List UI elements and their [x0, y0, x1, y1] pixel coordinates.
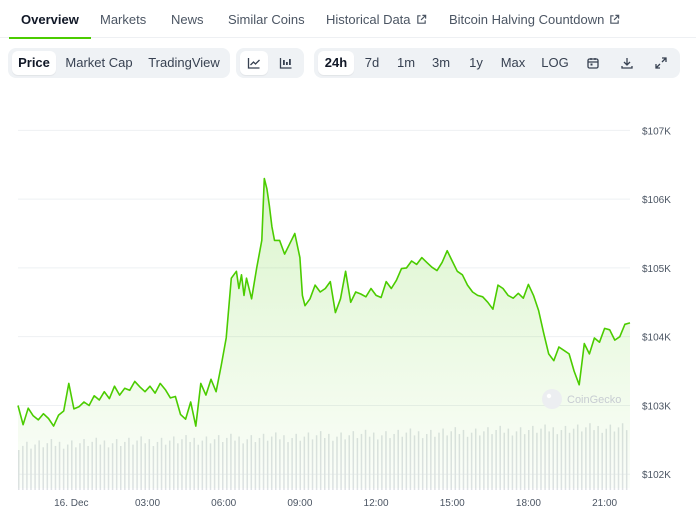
coingecko-logo-icon	[542, 389, 562, 409]
watermark-text: CoinGecko	[567, 394, 621, 406]
price-chart[interactable]: $102K $103K $104K $105K $106K $107K 16. Dec 03…	[0, 90, 696, 521]
price-mode-button[interactable]: Price	[12, 51, 56, 75]
time-range-group: 24h 7d 1m 3m 1y Max LOG	[314, 48, 680, 78]
external-link-icon	[416, 14, 426, 24]
chart-mode-group: Price Market Cap TradingView	[8, 48, 230, 78]
x-tick-label: 15:00	[440, 498, 465, 509]
date-picker-button[interactable]	[580, 51, 606, 75]
y-tick-label: $104K	[642, 333, 671, 344]
y-tick-label: $102K	[642, 470, 671, 481]
candlestick-icon	[279, 58, 292, 69]
download-icon	[621, 58, 633, 69]
candlestick-chart-button[interactable]	[272, 51, 300, 75]
calendar-icon	[587, 58, 599, 69]
y-axis: $102K $103K $104K $105K $106K $107K	[642, 126, 671, 481]
tab-halving-label: Bitcoin Halving Countdown	[449, 12, 605, 27]
y-tick-label: $105K	[642, 264, 671, 275]
range-max-button[interactable]: Max	[500, 55, 526, 70]
coingecko-eye-icon	[546, 393, 552, 399]
y-tick-label: $107K	[642, 126, 671, 137]
expand-icon	[655, 57, 667, 69]
x-tick-label: 21:00	[592, 498, 617, 509]
x-tick-label: 06:00	[211, 498, 236, 509]
range-1y-button[interactable]: 1y	[469, 55, 483, 70]
fullscreen-button[interactable]	[648, 51, 674, 75]
x-axis: 16. Dec 03:00 06:00 09:00 12:00 15:00 18:00 21:…	[54, 498, 617, 509]
range-1m-button[interactable]: 1m	[396, 55, 416, 70]
range-7d-button[interactable]: 7d	[364, 55, 380, 70]
x-tick-label: 12:00	[364, 498, 389, 509]
external-link-icon	[610, 14, 620, 24]
tab-markets-label: Markets	[100, 12, 147, 27]
coingecko-watermark: CoinGecko	[542, 389, 621, 409]
tab-bitcoin-halving-countdown[interactable]: Bitcoin Halving Countdown	[449, 0, 620, 38]
download-button[interactable]	[614, 51, 640, 75]
x-tick-label: 03:00	[135, 498, 160, 509]
market-cap-mode-button[interactable]: Market Cap	[65, 55, 133, 70]
y-tick-label: $106K	[642, 195, 671, 206]
x-tick-label: 18:00	[516, 498, 541, 509]
tradingview-mode-button[interactable]: TradingView	[148, 55, 220, 70]
line-chart-button[interactable]	[240, 51, 268, 75]
tab-news[interactable]: News	[171, 0, 204, 38]
price-area	[18, 178, 630, 488]
range-3m-button[interactable]: 3m	[431, 55, 451, 70]
tab-overview-label: Overview	[21, 12, 79, 27]
x-tick-label: 09:00	[287, 498, 312, 509]
tab-markets[interactable]: Markets	[100, 0, 146, 38]
y-tick-label: $103K	[642, 401, 671, 412]
tab-similar-coins-label: Similar Coins	[228, 12, 305, 27]
tab-overview[interactable]: Overview	[9, 0, 91, 39]
price-line	[17, 177, 631, 427]
line-chart-icon	[247, 58, 260, 69]
tab-historical-data[interactable]: Historical Data	[326, 0, 427, 38]
x-tick-label: 16. Dec	[54, 498, 88, 509]
tab-historical-data-label: Historical Data	[326, 12, 411, 27]
coin-tabs: Overview Markets News Similar Coins Hist…	[0, 0, 696, 39]
tab-similar-coins[interactable]: Similar Coins	[228, 0, 305, 38]
tab-news-label: News	[171, 12, 204, 27]
chart-style-group	[236, 48, 304, 78]
log-scale-button[interactable]: LOG	[541, 55, 569, 70]
range-24h-button[interactable]: 24h	[318, 51, 354, 75]
